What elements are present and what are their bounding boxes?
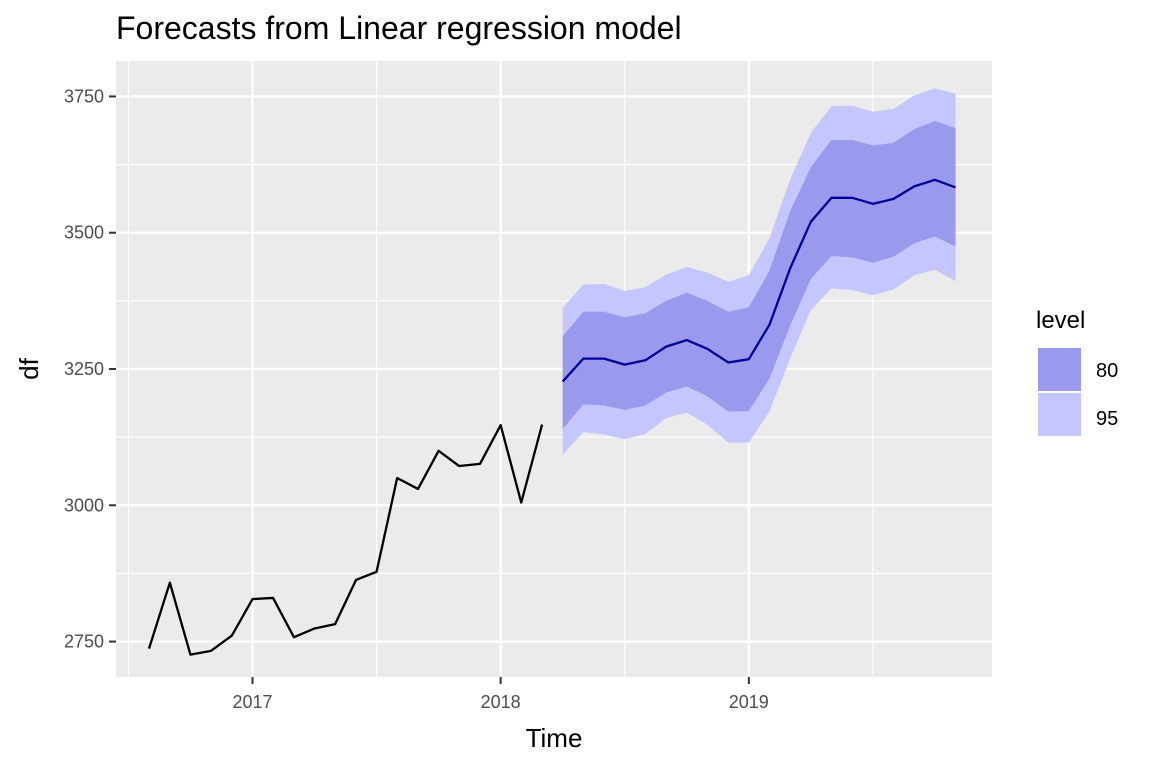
- legend-label-80: 80: [1096, 360, 1118, 382]
- x-axis-title: Time: [526, 723, 583, 753]
- x-tick-label: 2017: [232, 692, 272, 712]
- y-axis-title: df: [14, 357, 44, 379]
- x-tick-label: 2018: [481, 692, 521, 712]
- y-tick-label: 3250: [64, 359, 104, 379]
- legend-label-95: 95: [1096, 408, 1118, 430]
- y-axis: 2750 3000 3250 3500 3750: [64, 86, 116, 652]
- forecast-mean-line: [561, 178, 956, 383]
- x-axis: 2017 2018 2019: [232, 677, 769, 712]
- legend-key-95: [1038, 393, 1081, 436]
- prediction-intervals: [562, 88, 956, 455]
- legend-title: level: [1036, 307, 1085, 334]
- band-80: [562, 120, 956, 429]
- y-tick-label: 3000: [64, 495, 104, 515]
- y-tick-label: 3500: [64, 223, 104, 243]
- y-tick-label: 3750: [64, 86, 104, 106]
- series-lines: [147, 178, 956, 656]
- history-line: [147, 423, 544, 656]
- y-tick-label: 2750: [64, 632, 104, 652]
- legend: level 80 95: [1036, 307, 1118, 436]
- chart-title: Forecasts from Linear regression model: [116, 10, 682, 46]
- legend-key-80: [1038, 348, 1081, 391]
- x-tick-label: 2019: [729, 692, 769, 712]
